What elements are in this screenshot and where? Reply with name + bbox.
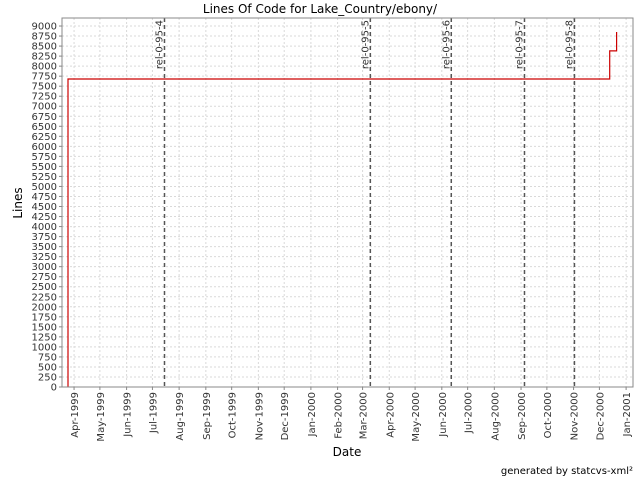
y-tick-label: 5500 — [32, 162, 57, 173]
x-axis-title: Date — [333, 445, 362, 459]
y-tick-label: 750 — [38, 352, 57, 363]
x-tick-label: Jun-1999 — [123, 392, 134, 438]
y-tick-label: 3500 — [32, 242, 57, 253]
y-tick-label: 2250 — [32, 292, 57, 303]
x-tick-label: Jun-2000 — [438, 392, 449, 438]
plot-frame — [61, 17, 634, 388]
x-tick-label: Oct-2000 — [543, 392, 554, 438]
y-tick-label: 7000 — [32, 102, 57, 113]
y-tick-label: 8750 — [32, 32, 57, 43]
y-tick-label: 7500 — [32, 82, 57, 93]
y-axis-title: Lines — [11, 187, 25, 218]
chart-title: Lines Of Code for Lake_Country/ebony/ — [203, 2, 438, 16]
y-tick-label: 2000 — [32, 302, 57, 313]
x-tick-label: Jan-2000 — [307, 392, 318, 437]
x-tick-label: Mar-2000 — [359, 392, 370, 439]
x-tick-label: Jul-2000 — [464, 392, 475, 434]
y-tick-label: 7750 — [32, 72, 57, 83]
release-marker-label: rel-0-95-4 — [154, 20, 165, 69]
y-tick-label: 6750 — [32, 112, 57, 123]
y-axis: 0250500750100012501500175020002250250027… — [32, 22, 62, 394]
x-tick-label: Nov-1999 — [254, 392, 265, 440]
y-tick-label: 5000 — [32, 182, 57, 193]
y-tick-label: 2500 — [32, 282, 57, 293]
x-tick-label: Jan-2001 — [622, 392, 633, 437]
y-tick-label: 3250 — [32, 252, 57, 263]
y-tick-label: 500 — [38, 362, 57, 373]
y-tick-label: 7250 — [32, 92, 57, 103]
x-tick-label: Oct-1999 — [228, 392, 239, 438]
release-marker-label: rel-0-95-8 — [564, 20, 575, 69]
series-layer — [67, 32, 618, 387]
x-axis: Apr-1999 May-1999 Jun-1999 Jul-1999 Aug-1999… — [70, 387, 633, 442]
release-marker-label: rel-0-95-5 — [360, 20, 371, 69]
y-tick-label: 6250 — [32, 132, 57, 143]
y-tick-label: 1500 — [32, 322, 57, 333]
y-tick-label: 8250 — [32, 52, 57, 63]
x-tick-label: Sep-1999 — [202, 392, 213, 440]
x-tick-label: Aug-2000 — [490, 392, 501, 441]
y-tick-label: 1750 — [32, 312, 57, 323]
y-tick-label: 5250 — [32, 172, 57, 183]
x-tick-label: Dec-1999 — [280, 392, 291, 440]
y-tick-label: 6500 — [32, 122, 57, 133]
y-tick-label: 3750 — [32, 232, 57, 243]
y-tick-label: 2750 — [32, 272, 57, 283]
x-tick-label: Feb-2000 — [334, 392, 345, 439]
series-line-lines-of-code — [67, 32, 618, 387]
y-tick-label: 1000 — [32, 342, 57, 353]
x-tick-label: Apr-2000 — [385, 392, 396, 438]
grid — [62, 18, 633, 387]
y-tick-label: 0 — [51, 383, 57, 394]
release-markers: rel-0-95-4 rel-0-95-5 rel-0-95-6 rel-0-95-7… — [154, 18, 575, 387]
release-marker-label: rel-0-95-7 — [514, 20, 525, 69]
y-tick-label: 4250 — [32, 212, 57, 223]
y-tick-label: 8500 — [32, 42, 57, 53]
y-tick-label: 9000 — [32, 22, 57, 33]
y-tick-label: 250 — [38, 372, 57, 383]
x-tick-label: May-1999 — [96, 392, 107, 442]
release-marker-label: rel-0-95-6 — [441, 20, 452, 69]
y-tick-label: 4000 — [32, 222, 57, 233]
y-tick-label: 8000 — [32, 62, 57, 73]
x-tick-label: Apr-1999 — [70, 392, 81, 438]
generated-by-footer: generated by statcvs-xml² — [501, 466, 633, 477]
y-tick-label: 1250 — [32, 332, 57, 343]
x-tick-label: Nov-2000 — [570, 392, 581, 440]
y-tick-label: 3000 — [32, 262, 57, 273]
x-tick-label: Dec-2000 — [595, 392, 606, 440]
x-tick-label: May-2000 — [411, 392, 422, 442]
y-tick-label: 4500 — [32, 202, 57, 213]
x-tick-label: Aug-1999 — [175, 392, 186, 441]
x-tick-label: Jul-1999 — [148, 392, 159, 434]
y-tick-label: 5750 — [32, 152, 57, 163]
x-tick-label: Sep-2000 — [517, 392, 528, 440]
y-tick-label: 4750 — [32, 192, 57, 203]
y-tick-label: 6000 — [32, 142, 57, 153]
